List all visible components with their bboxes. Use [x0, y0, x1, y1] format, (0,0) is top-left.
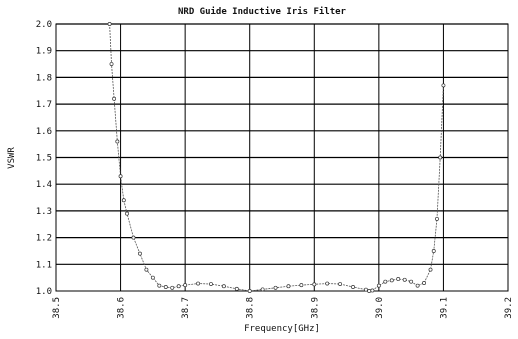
y-tick-label: 1.0: [36, 287, 52, 297]
y-tick-label: 1.2: [36, 234, 52, 244]
data-point: [170, 285, 175, 290]
y-tick-label: 1.1: [36, 260, 52, 270]
data-point: [273, 285, 278, 290]
data-point: [383, 279, 388, 284]
data-point: [137, 251, 142, 256]
data-point: [121, 198, 126, 203]
data-point: [163, 285, 168, 289]
data-point: [150, 275, 155, 280]
data-point: [115, 139, 120, 144]
data-point: [234, 286, 239, 291]
data-point: [107, 22, 112, 26]
x-tick-labels: 38.5 38.6 38.7 38.8 38.9 39.0 39.1 39.2: [52, 297, 514, 319]
data-point: [431, 248, 436, 253]
data-point: [312, 282, 317, 287]
data-point: [176, 284, 181, 289]
data-point: [422, 281, 427, 285]
data-point: [112, 96, 117, 101]
x-tick-label: 39.2: [504, 297, 514, 319]
data-point: [131, 235, 136, 240]
y-tick-label: 1.4: [36, 180, 52, 190]
data-point: [196, 281, 201, 286]
data-point: [286, 284, 291, 289]
x-axis-label: Frequency[GHz]: [244, 324, 320, 334]
grid: [55, 23, 509, 292]
data-point: [367, 289, 372, 293]
y-tick-label: 1.5: [36, 154, 52, 164]
data-point: [144, 267, 149, 272]
data-point: [428, 267, 433, 272]
data-point: [376, 283, 381, 288]
y-tick-label: 1.9: [36, 47, 52, 57]
data-point: [260, 287, 265, 292]
data-point: [396, 277, 401, 281]
data-point: [363, 287, 368, 292]
data-point: [438, 155, 443, 160]
data-point: [109, 62, 114, 67]
y-tick-labels: 1.0 1.1 1.2 1.3 1.4 1.5 1.6 1.7 1.8 1.9 2.0: [36, 20, 52, 297]
chart-title: NRD Guide Inductive Iris Filter: [178, 6, 347, 17]
data-point: [389, 278, 394, 283]
y-tick-label: 1.3: [36, 207, 52, 217]
x-tick-label: 38.6: [117, 297, 127, 319]
data-point: [299, 283, 304, 288]
data-point: [209, 282, 213, 287]
data-point: [118, 174, 123, 179]
data-point: [441, 83, 446, 88]
data-point: [221, 284, 226, 289]
x-tick-label: 39.1: [439, 297, 449, 319]
data-point: [351, 285, 355, 289]
data-point: [409, 279, 414, 284]
y-tick-label: 2.0: [36, 20, 52, 30]
data-point: [370, 288, 375, 293]
x-tick-label: 38.8: [246, 297, 256, 319]
y-tick-label: 1.8: [36, 73, 52, 83]
data-point: [325, 281, 330, 286]
x-tick-label: 38.9: [310, 297, 320, 319]
x-tick-label: 38.5: [52, 297, 62, 319]
data-point: [157, 283, 162, 288]
data-point: [125, 211, 129, 216]
data-point: [402, 277, 407, 282]
y-tick-label: 1.7: [36, 100, 52, 110]
y-tick-label: 1.6: [36, 127, 52, 137]
y-axis-label: VSWR: [7, 147, 17, 169]
x-tick-label: 39.0: [375, 297, 385, 319]
data-point: [338, 282, 343, 287]
data-point: [183, 283, 188, 288]
series-group: [107, 22, 446, 293]
x-tick-label: 38.7: [181, 297, 191, 319]
data-point: [435, 216, 439, 221]
data-point: [415, 283, 420, 288]
plot-area: [55, 23, 509, 292]
data-point: [247, 289, 252, 293]
